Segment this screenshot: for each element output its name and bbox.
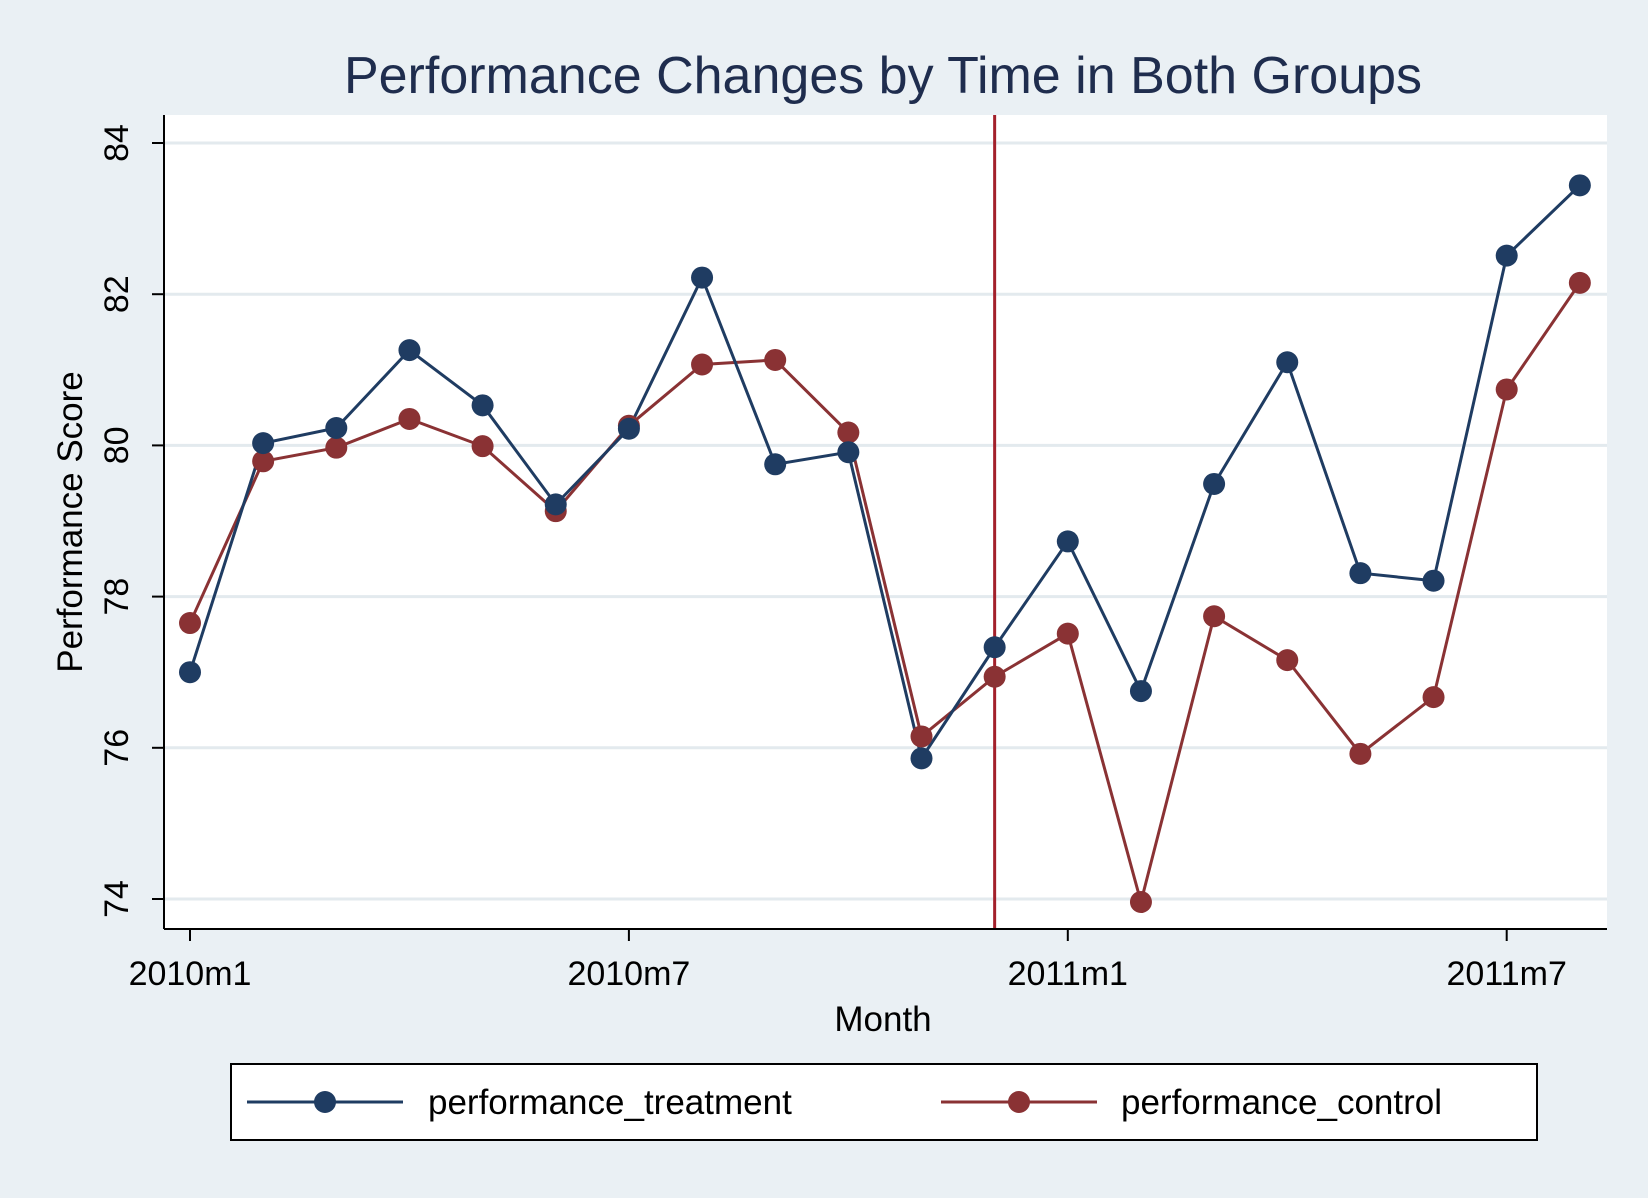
x-tick-label: 2010m1	[129, 955, 252, 993]
data-point-performance-treatment	[1203, 472, 1226, 495]
x-tick-label: 2010m7	[567, 955, 690, 993]
data-point-performance-control	[1349, 742, 1372, 765]
data-point-performance-treatment	[1129, 680, 1152, 703]
data-point-performance-control	[1495, 378, 1518, 401]
data-point-performance-treatment	[764, 453, 787, 476]
data-point-performance-treatment	[325, 417, 348, 440]
data-point-performance-control	[1276, 649, 1299, 672]
series-line-performance-control	[188, 282, 1582, 908]
data-point-performance-treatment	[471, 394, 494, 417]
data-point-performance-treatment	[910, 747, 933, 770]
data-point-performance-treatment	[179, 661, 201, 684]
data-point-performance-control	[910, 725, 933, 748]
data-point-performance-control	[983, 665, 1006, 688]
legend-label-treatment: performance_treatment	[428, 1083, 792, 1122]
data-point-performance-control	[398, 407, 421, 430]
data-point-performance-control	[691, 353, 714, 376]
data-point-performance-treatment	[252, 432, 275, 455]
x-axis-ticks: 2010m1 2010m7 2011m1 2011m7	[129, 929, 1567, 993]
data-point-performance-treatment	[398, 339, 421, 362]
y-tick-label: 84	[98, 124, 136, 162]
x-tick-label: 2011m7	[1447, 955, 1567, 993]
y-tick-label: 80	[98, 426, 136, 464]
data-point-performance-control	[1568, 271, 1591, 294]
data-point-performance-control	[471, 435, 494, 458]
legend: performance_treatment performance_contro…	[230, 1063, 1538, 1141]
y-axis-ticks: 74 76 78 80 82 84	[98, 124, 164, 918]
grid-lines	[164, 141, 1607, 901]
series-group	[179, 174, 1591, 914]
data-point-performance-control	[252, 450, 275, 473]
data-point-performance-treatment	[617, 417, 640, 440]
x-tick-label: 2011m1	[1008, 955, 1128, 993]
data-point-performance-control	[179, 612, 201, 635]
plot-area	[164, 115, 1607, 929]
legend-marker-control	[1008, 1091, 1030, 1113]
data-point-performance-control	[764, 348, 787, 371]
y-tick-label: 76	[98, 729, 136, 767]
data-point-performance-treatment	[1056, 530, 1079, 553]
legend-marker-treatment	[314, 1091, 336, 1113]
data-point-performance-treatment	[837, 441, 860, 464]
data-point-performance-treatment	[983, 636, 1006, 659]
data-point-performance-control	[1203, 605, 1226, 628]
y-tick-label: 74	[98, 880, 136, 918]
data-point-performance-control	[325, 436, 348, 459]
legend-label-control: performance_control	[1121, 1083, 1442, 1122]
series-line-performance-treatment	[188, 184, 1581, 763]
data-point-performance-treatment	[691, 266, 714, 289]
data-point-performance-control	[837, 421, 860, 444]
data-point-performance-treatment	[1276, 351, 1299, 374]
data-point-performance-treatment	[544, 493, 567, 516]
data-point-performance-treatment	[1422, 569, 1445, 592]
chart-title: Performance Changes by Time in Both Grou…	[344, 47, 1422, 105]
data-point-performance-control	[1056, 622, 1079, 645]
data-point-performance-treatment	[1495, 244, 1518, 267]
data-point-performance-control	[1422, 686, 1445, 709]
data-point-performance-control	[1129, 891, 1152, 914]
y-tick-label: 82	[98, 275, 136, 313]
y-tick-label: 78	[98, 578, 136, 616]
data-point-performance-treatment	[1568, 174, 1591, 197]
data-point-performance-treatment	[1349, 562, 1372, 585]
legend-box	[230, 1063, 1538, 1141]
axes	[163, 115, 1607, 930]
y-axis-label: Performance Score	[51, 371, 90, 673]
x-axis-label: Month	[834, 1000, 931, 1039]
